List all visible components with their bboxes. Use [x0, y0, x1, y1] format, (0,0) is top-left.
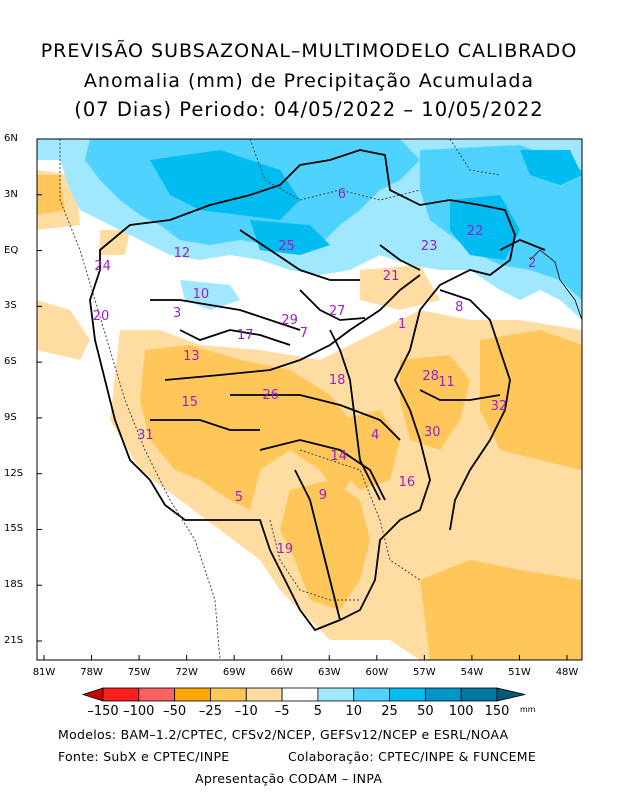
basin-label: 4: [371, 428, 380, 444]
lon-label: 60W: [365, 667, 389, 678]
basin-label: 31: [137, 428, 154, 444]
footer-models: Modelos: BAM–1.2/CPTEC, CFSv2/NCEP, GEFS…: [58, 727, 509, 742]
lat-label: 9S: [4, 411, 17, 423]
basin-label: 15: [181, 395, 199, 410]
colorbar-label: –25: [198, 704, 222, 719]
basin-label: 2: [527, 255, 537, 271]
lon-label: 66W: [270, 667, 294, 678]
lon-label: 48W: [555, 667, 579, 678]
basin-label: 32: [490, 398, 508, 414]
axis-ticks: [37, 138, 568, 660]
lon-label: 78W: [80, 667, 103, 678]
basin-label: 12: [173, 246, 191, 262]
lat-label: 3S: [4, 300, 17, 312]
footer-collaboration: Colaboração: CPTEC/INPE & FUNCEME: [288, 749, 537, 764]
lat-label: 21S: [4, 635, 24, 646]
basin-label: 1: [398, 316, 407, 332]
basin-label: 8: [455, 300, 464, 316]
basin-label: 25: [278, 238, 295, 254]
colorbar-label: 100: [448, 704, 474, 719]
basin-label: 11: [438, 374, 455, 390]
colorbar-label: –50: [163, 704, 187, 719]
colorbar-label: 150: [484, 704, 510, 719]
coastline: [529, 249, 583, 321]
basin-label: 7: [299, 326, 309, 342]
lat-label: 15S: [4, 523, 24, 535]
map-title-line3: (07 Dias) Periodo: 04/05/2022 – 10/05/20…: [74, 98, 544, 121]
lat-label: 6S: [4, 356, 17, 368]
colorbar-label: –5: [274, 704, 290, 719]
colorbar-label: 25: [381, 704, 398, 719]
lon-label: 69W: [222, 667, 246, 678]
basin-label: 30: [424, 424, 441, 440]
basin-label: 21: [382, 268, 400, 284]
basin-label: 26: [262, 387, 279, 403]
colorbar-label: 50: [417, 704, 434, 719]
footer-source: Fonte: SubX e CPTEC/INPE: [58, 749, 230, 764]
lon-label: 57W: [413, 667, 436, 678]
lat-label: 3N: [4, 188, 18, 200]
map-frame: [36, 138, 583, 661]
map-title-line1: PREVISÃO SUBSAZONAL–MULTIMODELO CALIBRAD…: [40, 40, 578, 62]
basin-label: 13: [183, 348, 200, 364]
lon-label: 51W: [508, 667, 531, 678]
basin-label: 5: [234, 489, 244, 505]
basin-label: 3: [172, 305, 182, 321]
colorbar-unit: mm: [520, 705, 536, 714]
basin-label: 23: [420, 238, 438, 254]
basin-label: 20: [92, 309, 110, 325]
lon-label: 63W: [317, 667, 341, 678]
map-title-line2: Anomalia (mm) de Precipitação Acumulada: [83, 70, 535, 92]
lon-label: 81W: [32, 667, 56, 678]
lat-label: 18S: [4, 579, 24, 591]
basin-label: 19: [276, 541, 294, 557]
colorbar-label: 5: [313, 704, 323, 719]
basin-label: 27: [328, 303, 346, 319]
colorbar-label: –100: [123, 704, 155, 719]
lon-label: 75W: [127, 667, 151, 678]
country-borders: [59, 138, 501, 661]
basin-label: 9: [318, 487, 328, 503]
basin-label: 10: [192, 287, 210, 303]
lon-label: 54W: [460, 667, 484, 678]
basin-label: 16: [398, 474, 416, 490]
basin-label: 17: [236, 328, 254, 344]
basin-label: 29: [281, 313, 298, 329]
lat-label: 6N: [4, 133, 18, 144]
basin-label: 28: [422, 368, 439, 384]
lat-label: 12S: [4, 467, 24, 479]
basin-boundaries: [89, 149, 546, 632]
colorbar-label: 10: [345, 704, 362, 719]
colorbar-label: –150: [87, 704, 119, 719]
basin-label: 22: [466, 223, 484, 239]
lat-label: EQ: [4, 244, 19, 256]
basin-label: 24: [94, 259, 111, 275]
basin-label: 14: [330, 448, 348, 464]
basin-label: 18: [328, 372, 346, 388]
footer-presentation: Apresentação CODAM – INPA: [195, 771, 383, 786]
colorbar-label: –10: [234, 704, 258, 719]
lon-label: 72W: [175, 667, 198, 678]
basin-label: 6: [337, 186, 347, 202]
